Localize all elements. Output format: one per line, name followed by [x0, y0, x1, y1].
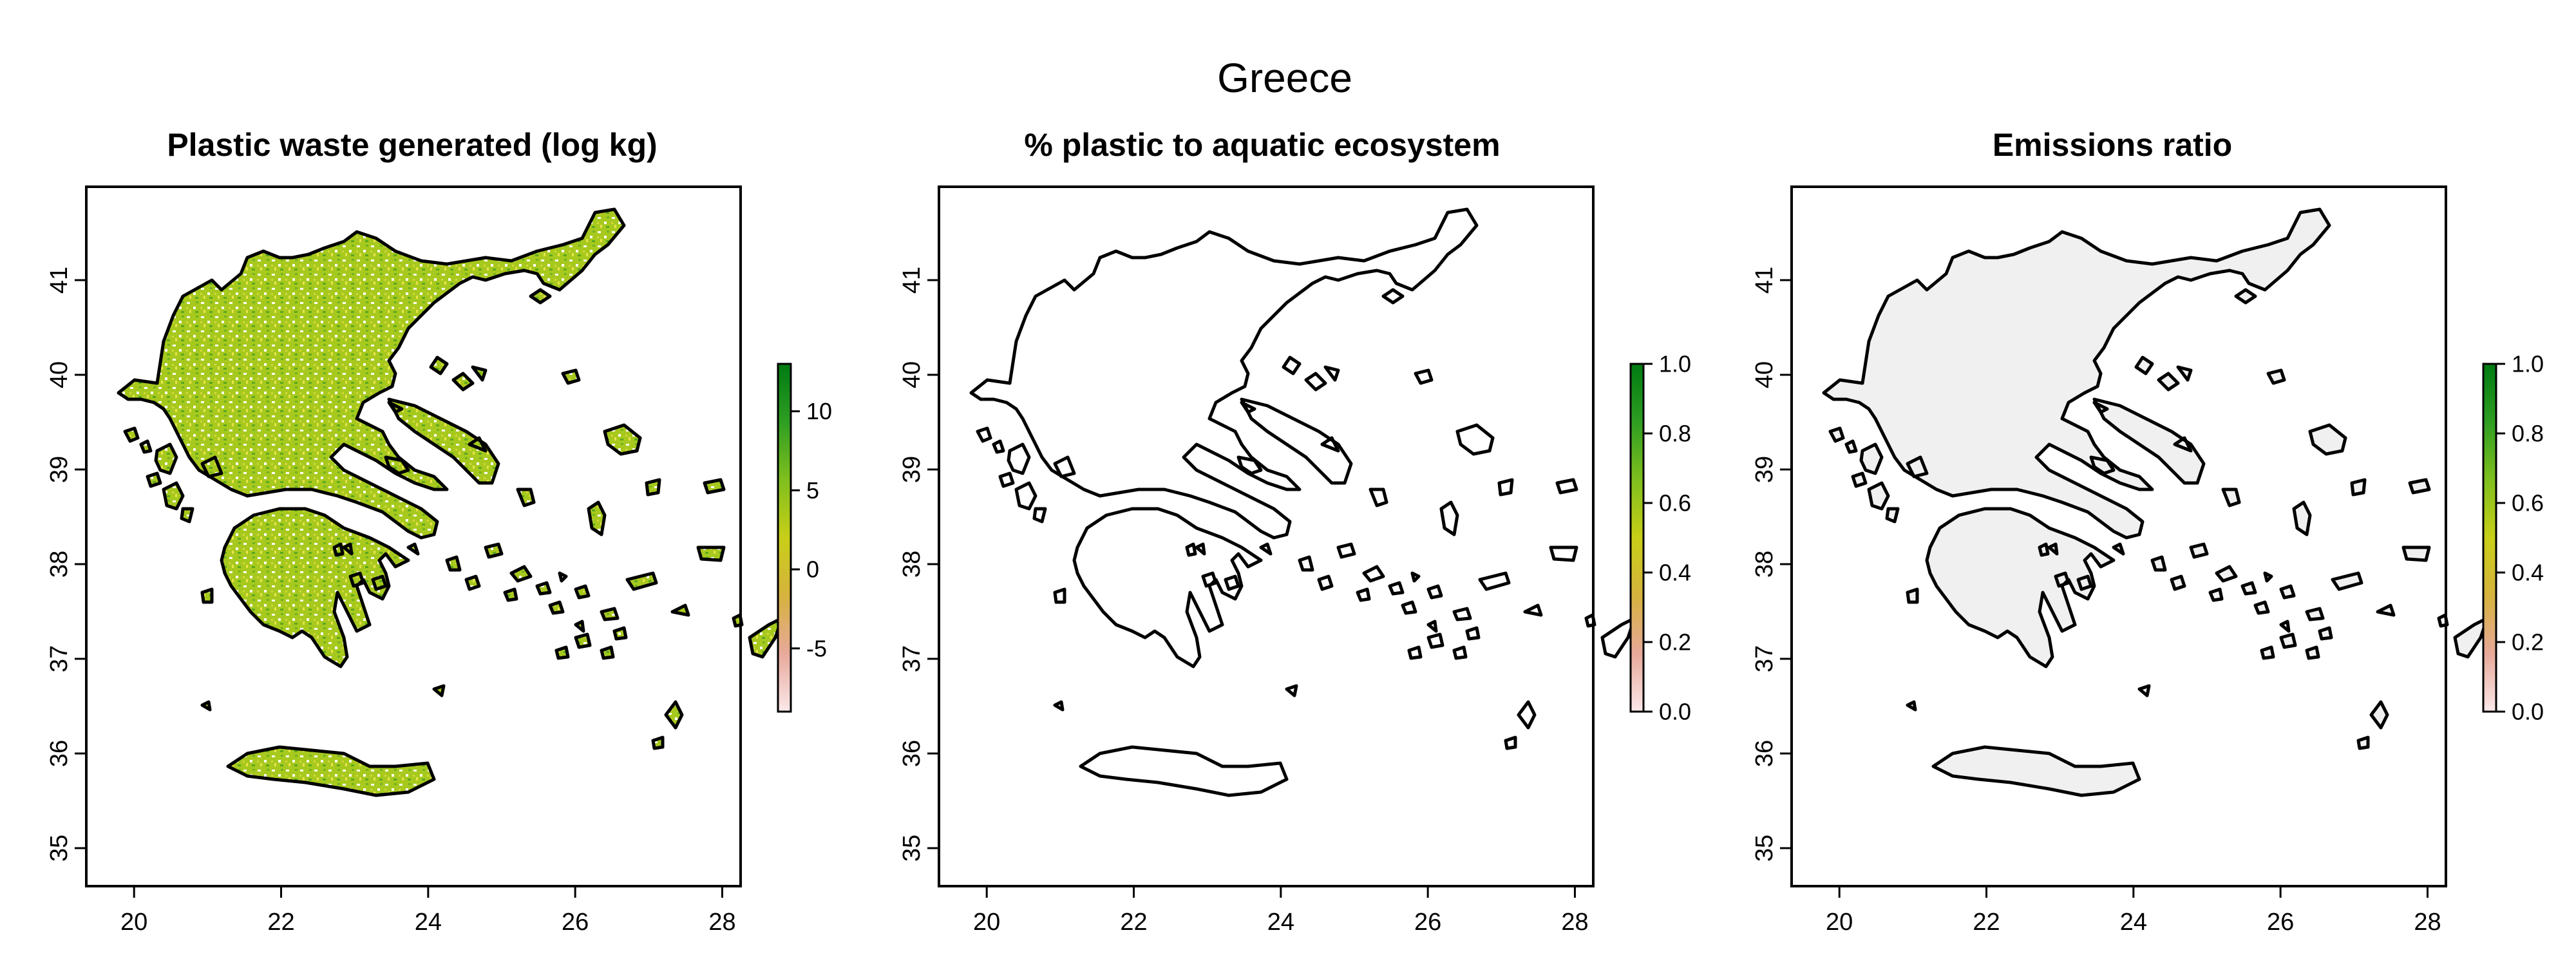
x-tick-label: 28 — [1561, 909, 1588, 936]
panel-title-emissions: Emissions ratio — [1992, 127, 2233, 163]
y-tick-label: 37 — [46, 645, 73, 672]
y-tick-label: 41 — [46, 267, 73, 294]
x-tick-label: 24 — [2120, 909, 2147, 936]
plot-frame — [85, 185, 742, 887]
y-tick-label: 38 — [898, 551, 925, 578]
legend-waste: 10 5 0 -5 — [777, 363, 832, 713]
y-tick-label: 41 — [1751, 267, 1778, 294]
y-tick-label: 41 — [898, 267, 925, 294]
x-tick-label: 20 — [1826, 909, 1853, 936]
x-tick-label: 28 — [708, 909, 735, 936]
y-tick-label: 39 — [1751, 456, 1778, 483]
x-tick-label: 26 — [562, 909, 589, 936]
y-tick-label: 36 — [1751, 740, 1778, 767]
y-tick-label: 38 — [46, 551, 73, 578]
y-tick-label: 39 — [898, 456, 925, 483]
y-tick-label: 37 — [898, 645, 925, 672]
x-tick-label: 20 — [120, 909, 147, 936]
x-tick-label: 28 — [2414, 909, 2441, 936]
plot-frame — [938, 185, 1595, 887]
y-tick-label: 39 — [46, 456, 73, 483]
legend-tick-label: 0.0 — [2512, 699, 2544, 725]
y-tick-label: 36 — [46, 740, 73, 767]
panel-waste: 20 22 24 26 28 41 40 39 38 37 36 35 — [46, 185, 782, 936]
x-tick-label: 22 — [267, 909, 294, 936]
legend-emissions: 1.0 0.8 0.6 0.4 0.2 0.0 — [2482, 351, 2544, 725]
legend-tick-label: 0.8 — [1659, 421, 1691, 447]
legend-tick-label: 1.0 — [2512, 351, 2544, 377]
panel-emissions: 20 22 24 26 28 41 40 39 38 37 36 35 — [1751, 185, 2487, 936]
y-axis: 41 40 39 38 37 36 35 — [898, 267, 939, 862]
legend-tick-label: 0.6 — [2512, 490, 2544, 516]
legend-tick-label: 0.4 — [2512, 560, 2544, 586]
panel-title-waste: Plastic waste generated (log kg) — [167, 127, 658, 163]
x-tick-label: 24 — [1267, 909, 1294, 936]
y-tick-label: 37 — [1751, 645, 1778, 672]
figure-title: Greece — [1217, 55, 1352, 101]
x-tick-label: 26 — [1414, 909, 1441, 936]
x-tick-label: 22 — [1973, 909, 2000, 936]
x-tick-label: 20 — [973, 909, 1000, 936]
legend-tick-label: 0.2 — [2512, 629, 2544, 656]
legend-tick-label: 0.4 — [1659, 560, 1691, 586]
x-tick-label: 24 — [415, 909, 442, 936]
legend-tick-label: 5 — [806, 477, 819, 504]
plot-frame — [1790, 185, 2447, 887]
legend-tick-label: 0.0 — [1659, 699, 1691, 725]
map-waste — [118, 209, 782, 795]
x-axis: 20 22 24 26 28 — [120, 886, 736, 936]
panel-title-aquatic: % plastic to aquatic ecosystem — [1024, 127, 1501, 163]
y-axis: 41 40 39 38 37 36 35 — [46, 267, 86, 862]
x-axis: 20 22 24 26 28 — [973, 886, 1589, 936]
y-axis: 41 40 39 38 37 36 35 — [1751, 267, 1792, 862]
y-tick-label: 38 — [1751, 551, 1778, 578]
legend-tick-label: 0.8 — [2512, 421, 2544, 447]
legend-colorbar — [1629, 363, 1645, 713]
y-tick-label: 35 — [898, 835, 925, 862]
legend-tick-label: 1.0 — [1659, 351, 1691, 377]
y-tick-label: 40 — [1751, 361, 1778, 388]
legend-tick-label: 0 — [806, 556, 819, 583]
legend-tick-label: 10 — [806, 398, 832, 424]
x-tick-label: 22 — [1120, 909, 1147, 936]
y-tick-label: 40 — [46, 361, 73, 388]
panel-aquatic: 20 22 24 26 28 41 40 39 38 37 36 35 — [898, 185, 1634, 936]
legend-aquatic: 1.0 0.8 0.6 0.4 0.2 0.0 — [1629, 351, 1691, 725]
y-tick-label: 36 — [898, 740, 925, 767]
y-tick-label: 40 — [898, 361, 925, 388]
y-tick-label: 35 — [1751, 835, 1778, 862]
legend-tick-label: 0.2 — [1659, 629, 1691, 656]
x-axis: 20 22 24 26 28 — [1826, 886, 2441, 936]
legend-tick-label: 0.6 — [1659, 490, 1691, 516]
legend-tick-label: -5 — [806, 635, 827, 661]
legend-colorbar — [777, 363, 792, 713]
x-tick-label: 26 — [2267, 909, 2294, 936]
y-tick-label: 35 — [46, 835, 73, 862]
legend-colorbar — [2482, 363, 2497, 713]
